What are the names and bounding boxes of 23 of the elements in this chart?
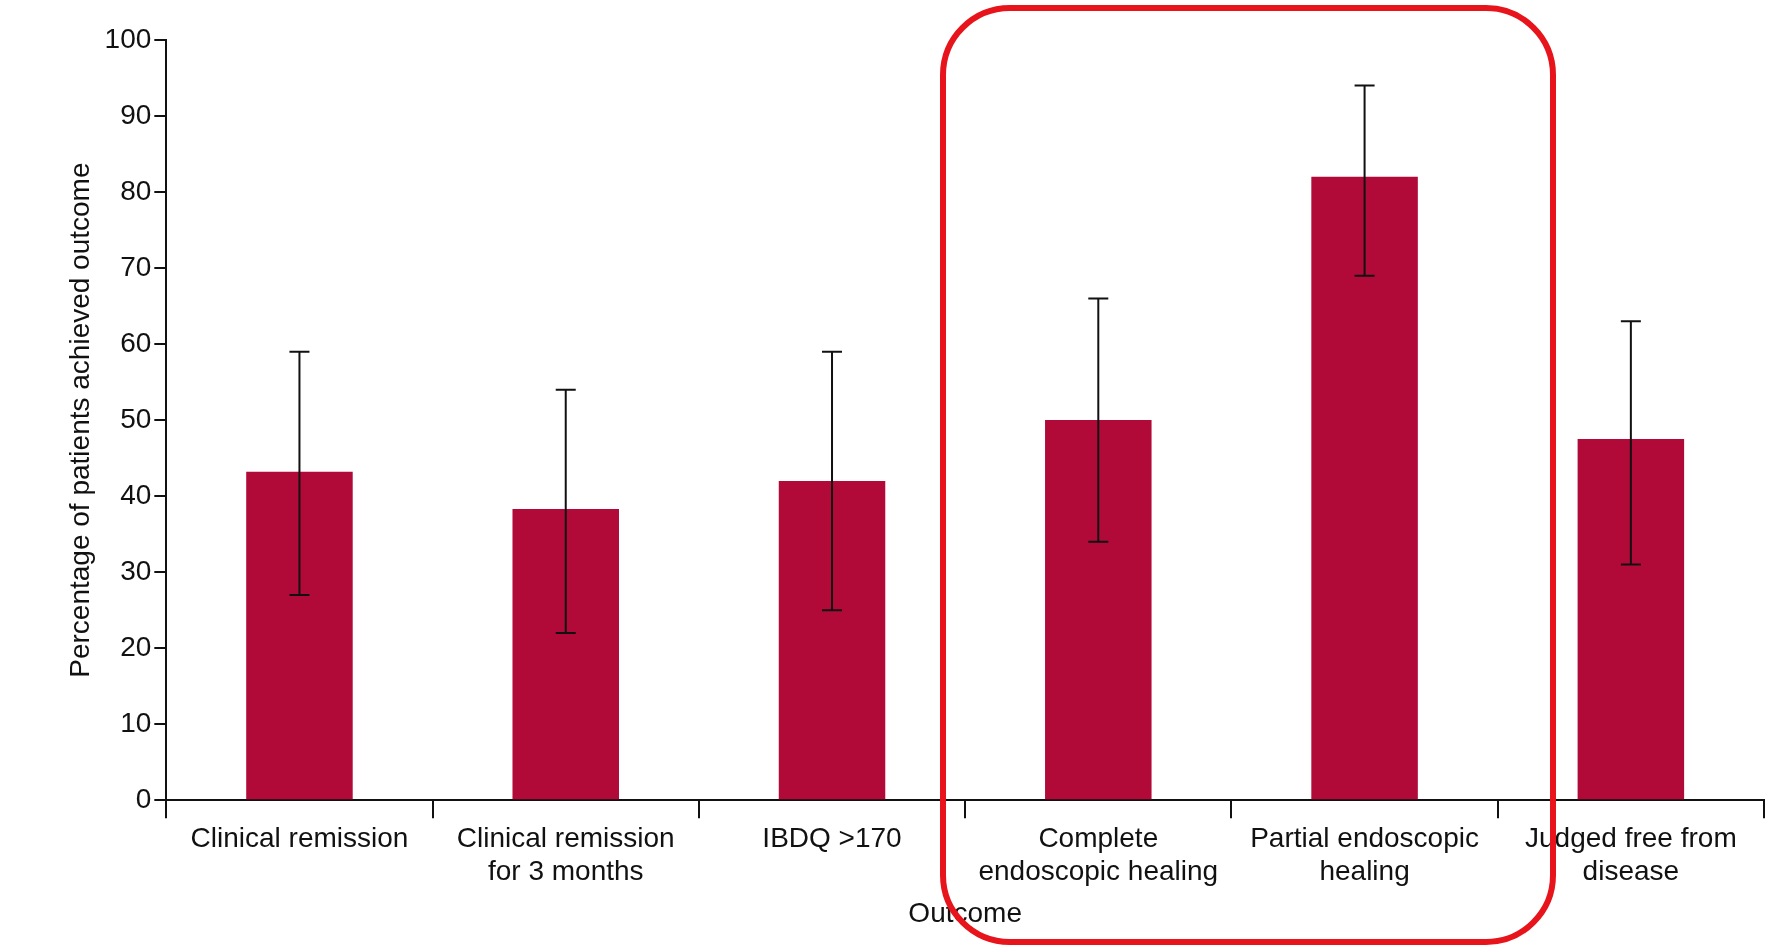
x-tick-label: Clinical remission for 3 months — [456, 821, 675, 887]
x-tick-label: Partial endoscopic healing — [1250, 821, 1479, 887]
y-tick-label: 80 — [120, 174, 152, 206]
y-tick-label: 60 — [120, 326, 152, 358]
y-tick-label: 40 — [120, 478, 152, 510]
bar — [778, 480, 886, 800]
x-tick-label: Clinical remission — [190, 821, 409, 853]
y-tick-label: 100 — [104, 22, 152, 54]
y-tick-label: 10 — [120, 706, 152, 738]
y-tick-label: 0 — [135, 782, 152, 814]
x-tick-label: Complete endoscopic healing — [978, 821, 1219, 887]
y-tick-label: 30 — [120, 554, 152, 586]
bar — [1045, 420, 1152, 800]
y-tick-label: 90 — [120, 98, 152, 130]
y-tick-label: 50 — [120, 402, 152, 434]
bar — [1577, 439, 1685, 800]
y-tick-label: 20 — [120, 630, 152, 662]
x-tick-label: IBDQ >170 — [762, 821, 902, 853]
y-axis-title: Percentage of patients achieved outcome — [63, 162, 95, 678]
bar — [512, 509, 619, 800]
y-tick-label: 70 — [120, 250, 152, 282]
bar — [1311, 176, 1418, 800]
bar — [246, 471, 353, 800]
